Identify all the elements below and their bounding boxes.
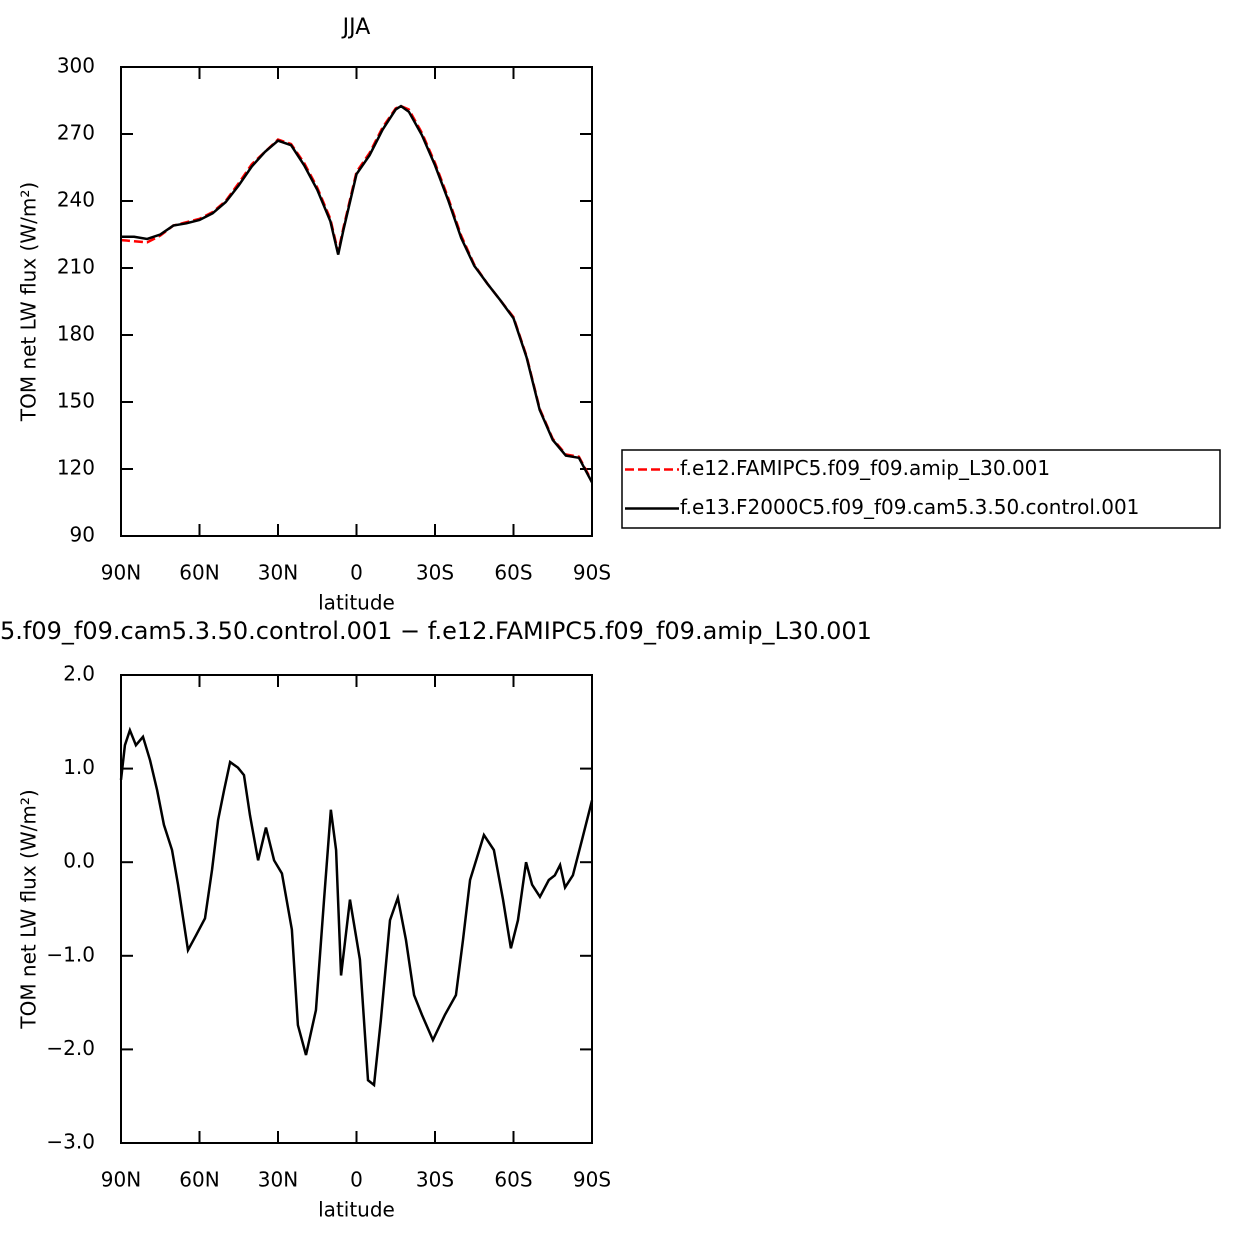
y-tick-label: −1.0 <box>46 942 95 966</box>
x-tick-label: 0 <box>350 561 363 585</box>
x-tick-label: 0 <box>350 1168 363 1192</box>
x-tick-label: 90N <box>101 561 141 585</box>
y-tick-label: 240 <box>57 188 95 212</box>
y-tick-label: −2.0 <box>46 1036 95 1060</box>
y-tick-label: 120 <box>57 456 95 480</box>
y-tick-label: 1.0 <box>63 755 95 779</box>
x-tick-label: 30S <box>416 561 454 585</box>
x-tick-label: 90N <box>101 1168 141 1192</box>
plot-frame <box>120 674 593 1144</box>
y-tick-label: 270 <box>57 121 95 145</box>
data-line <box>121 104 594 483</box>
chart-title: JJA <box>341 15 371 40</box>
plot-frame <box>120 66 593 537</box>
y-tick-label: −3.0 <box>46 1130 95 1154</box>
x-tick-label: 30N <box>258 561 298 585</box>
y-axis-title: TOM net LW flux (W/m²) <box>17 789 41 1029</box>
y-tick-label: 2.0 <box>63 662 95 686</box>
x-axis-title: latitude <box>318 591 395 615</box>
x-tick-label: 30S <box>416 1168 454 1192</box>
x-tick-label: 60N <box>179 1168 219 1192</box>
data-line <box>119 726 594 1088</box>
y-tick-label: 90 <box>70 523 95 547</box>
chart-title: f.e13.F2000C5.f09_f09.cam5.3.50.control.… <box>0 617 872 645</box>
legend-box <box>621 449 1221 529</box>
x-tick-label: 60S <box>494 1168 532 1192</box>
x-tick-label: 60N <box>179 561 219 585</box>
legend-label: f.e12.FAMIPC5.f09_f09.amip_L30.001 <box>680 456 1050 480</box>
x-tick-label: 90S <box>573 1168 611 1192</box>
x-tick-label: 30N <box>258 1168 298 1192</box>
y-axis-title: TOM net LW flux (W/m²) <box>17 182 41 422</box>
x-tick-label: 90S <box>573 561 611 585</box>
x-tick-label: 60S <box>494 561 532 585</box>
y-tick-label: 150 <box>57 389 95 413</box>
y-tick-label: 300 <box>57 54 95 78</box>
y-tick-label: 210 <box>57 255 95 279</box>
legend-label: f.e13.F2000C5.f09_f09.cam5.3.50.control.… <box>680 495 1139 519</box>
x-axis-title: latitude <box>318 1198 395 1222</box>
y-tick-label: 180 <box>57 322 95 346</box>
y-tick-label: 0.0 <box>63 849 95 873</box>
data-line <box>120 104 594 482</box>
